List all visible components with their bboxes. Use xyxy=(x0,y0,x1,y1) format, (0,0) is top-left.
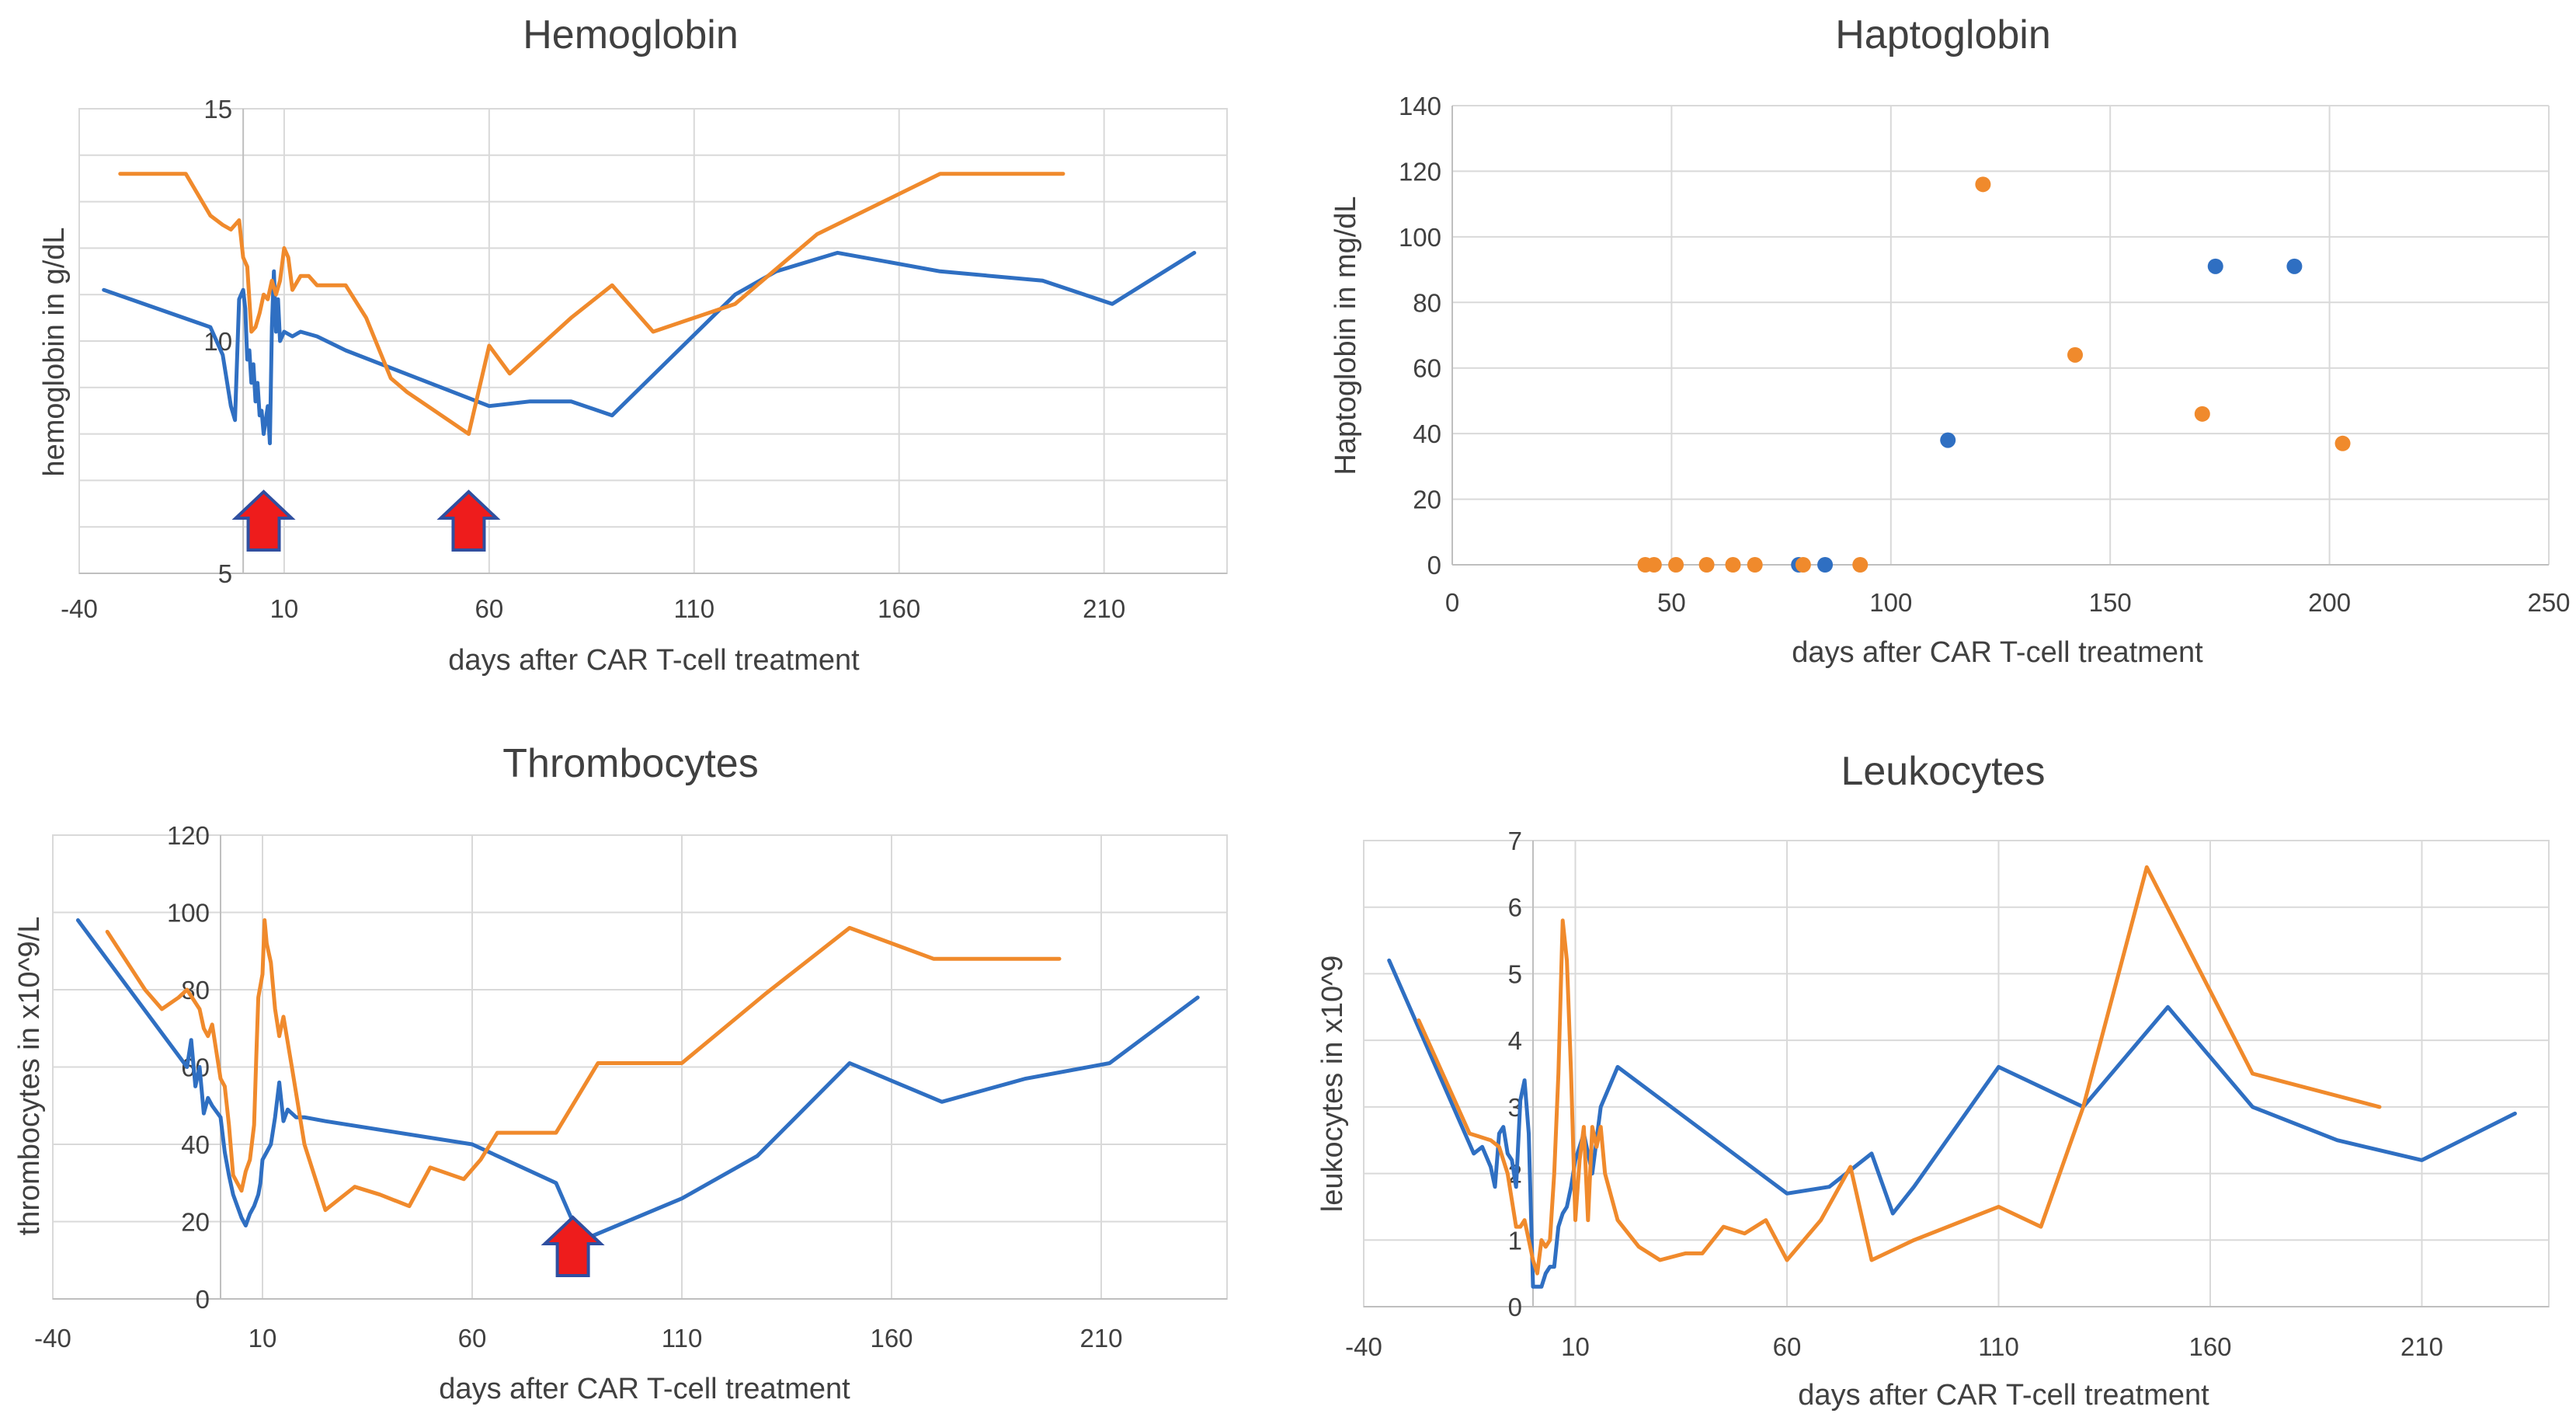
leukocytes-ytick-label: 4 xyxy=(1508,1026,1522,1055)
haptoglobin-point-patient-2 xyxy=(1668,557,1684,573)
leukocytes-xlabel: days after CAR T-cell treatment xyxy=(1798,1379,2209,1412)
haptoglobin-xlabel: days after CAR T-cell treatment xyxy=(1792,636,2203,669)
haptoglobin-ytick-label: 20 xyxy=(1413,486,1441,514)
hemoglobin-xlabel: days after CAR T-cell treatment xyxy=(448,644,860,677)
haptoglobin-xtick-label: 200 xyxy=(2308,588,2351,617)
thrombocytes-xtick-label: 60 xyxy=(458,1324,487,1353)
thrombocytes-xtick-label: 210 xyxy=(1079,1324,1122,1353)
thrombocytes-ytick-label: 40 xyxy=(181,1130,210,1159)
leukocytes-title: Leukocytes xyxy=(1841,749,2045,794)
haptoglobin-point-patient-1 xyxy=(2207,258,2223,274)
haptoglobin-point-patient-2 xyxy=(1852,557,1869,573)
hemoglobin-series-patient-1 xyxy=(102,250,1197,446)
thrombocytes-ylabel: thrombocytes in x10^9/L xyxy=(13,917,46,1236)
thrombocytes-xtick-label: 110 xyxy=(662,1324,703,1353)
thrombocytes-ytick-label: 120 xyxy=(167,821,210,850)
haptoglobin-xtick-label: 100 xyxy=(1869,588,1912,617)
hemoglobin-ytick-label: 15 xyxy=(203,95,232,124)
haptoglobin-point-patient-2 xyxy=(1795,557,1811,573)
haptoglobin-title: Haptoglobin xyxy=(1835,12,2051,57)
thrombocytes-chart: Thrombocytes days after CAR T-cell treat… xyxy=(13,741,1228,1405)
hemoglobin-xtick-label: 60 xyxy=(475,594,503,623)
thrombocytes-ytick-label: 0 xyxy=(196,1285,210,1314)
thrombocytes-series-patient-1 xyxy=(75,918,1200,1239)
leukocytes-ytick-label: 7 xyxy=(1508,827,1522,855)
haptoglobin-ylabel: Haptoglobin in mg/dL xyxy=(1330,196,1362,475)
thrombocytes-ytick-label: 20 xyxy=(181,1208,210,1237)
haptoglobin-ytick-label: 80 xyxy=(1413,288,1441,317)
hemoglobin-treatment-arrow xyxy=(231,489,296,552)
leukocytes-xtick-label: 210 xyxy=(2400,1332,2443,1361)
leukocytes-series-patient-2 xyxy=(1417,865,2382,1276)
thrombocytes-xtick-label: 10 xyxy=(249,1324,277,1353)
haptoglobin-point-patient-2 xyxy=(2334,435,2351,451)
leukocytes-chart: Leukocytes days after CAR T-cell treatme… xyxy=(1316,749,2550,1412)
leukocytes-xtick-label: 60 xyxy=(1773,1332,1802,1361)
thrombocytes-title: Thrombocytes xyxy=(502,741,758,786)
leukocytes-ytick-label: 1 xyxy=(1508,1226,1522,1255)
haptoglobin-xtick-label: 50 xyxy=(1657,588,1686,617)
haptoglobin-ytick-label: 120 xyxy=(1399,157,1441,186)
haptoglobin-xtick-label: 150 xyxy=(2089,588,2132,617)
hemoglobin-chart: Hemoglobin days after CAR T-cell treatme… xyxy=(38,12,1228,677)
leukocytes-xtick-label: 110 xyxy=(1978,1332,2019,1361)
haptoglobin-point-patient-2 xyxy=(1698,557,1715,573)
hemoglobin-xtick-label: 10 xyxy=(270,594,299,623)
leukocytes-series-patient-1 xyxy=(1387,958,2517,1289)
thrombocytes-ytick-label: 100 xyxy=(167,899,210,928)
haptoglobin-ytick-label: 40 xyxy=(1413,420,1441,448)
haptoglobin-point-patient-1 xyxy=(2286,258,2303,274)
thrombocytes-xlabel: days after CAR T-cell treatment xyxy=(439,1373,850,1405)
hemoglobin-xtick-label: -40 xyxy=(61,594,98,623)
leukocytes-ylabel: leukocytes in x10^9 xyxy=(1316,956,1349,1212)
haptoglobin-point-patient-2 xyxy=(2194,406,2210,422)
thrombocytes-xtick-label: -40 xyxy=(34,1324,71,1353)
haptoglobin-ytick-label: 0 xyxy=(1427,551,1441,580)
hemoglobin-xtick-label: 210 xyxy=(1083,594,1125,623)
hemoglobin-ylabel: hemoglobin in g/dL xyxy=(38,227,71,476)
hemoglobin-xtick-label: 110 xyxy=(673,594,714,623)
hemoglobin-series-patient-2 xyxy=(118,172,1066,437)
hemoglobin-ytick-label: 5 xyxy=(218,559,232,588)
leukocytes-ytick-label: 5 xyxy=(1508,959,1522,988)
thrombocytes-series-patient-2 xyxy=(105,918,1062,1213)
haptoglobin-point-patient-2 xyxy=(1747,557,1763,573)
hemoglobin-title: Hemoglobin xyxy=(523,12,739,57)
haptoglobin-point-patient-2 xyxy=(1725,557,1741,573)
hemoglobin-xtick-label: 160 xyxy=(878,594,920,623)
haptoglobin-point-patient-2 xyxy=(2067,346,2084,363)
haptoglobin-point-patient-1 xyxy=(1940,432,1956,448)
leukocytes-xtick-label: -40 xyxy=(1345,1332,1382,1361)
haptoglobin-point-patient-2 xyxy=(1646,557,1662,573)
leukocytes-xtick-label: 10 xyxy=(1561,1332,1590,1361)
leukocytes-plot-border xyxy=(1363,840,2550,1307)
haptoglobin-xtick-label: 250 xyxy=(2527,588,2570,617)
haptoglobin-xtick-label: 0 xyxy=(1445,588,1459,617)
leukocytes-ytick-label: 0 xyxy=(1508,1293,1522,1321)
haptoglobin-point-patient-2 xyxy=(1975,176,1991,193)
haptoglobin-chart: Haptoglobin days after CAR T-cell treatm… xyxy=(1330,12,2571,669)
haptoglobin-ytick-label: 100 xyxy=(1399,223,1441,252)
thrombocytes-treatment-arrow xyxy=(541,1215,605,1277)
haptoglobin-ytick-label: 140 xyxy=(1399,92,1441,120)
thrombocytes-xtick-label: 160 xyxy=(870,1324,913,1353)
leukocytes-xtick-label: 160 xyxy=(2188,1332,2231,1361)
hemoglobin-treatment-arrow xyxy=(436,489,501,552)
leukocytes-ytick-label: 6 xyxy=(1508,893,1522,922)
haptoglobin-ytick-label: 60 xyxy=(1413,354,1441,383)
haptoglobin-point-patient-1 xyxy=(1817,557,1834,573)
